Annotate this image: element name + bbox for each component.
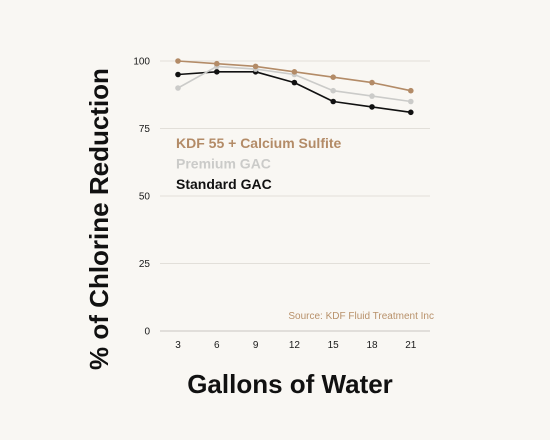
- series-points: [175, 58, 414, 116]
- y-axis-ticks: 0 25 50 75 100: [133, 57, 150, 338]
- x-tick-label: 21: [405, 340, 417, 351]
- x-tick-label: 12: [289, 340, 301, 351]
- data-point: [369, 79, 375, 86]
- y-axis-title: % of Chlorine Reduction: [84, 68, 114, 370]
- source-annotation: Source: KDF Fluid Treatment Inc: [288, 311, 434, 322]
- y-tick-label: 0: [144, 327, 150, 338]
- legend-entry: KDF 55 + Calcium Sulfite: [176, 135, 342, 151]
- y-tick-label: 75: [139, 124, 151, 135]
- y-tick-label: 100: [133, 57, 150, 68]
- legend: KDF 55 + Calcium Sulfite Premium GAC Stand…: [176, 135, 342, 192]
- data-point: [369, 93, 375, 99]
- data-point: [252, 63, 259, 70]
- legend-entry: Standard GAC: [176, 176, 272, 192]
- x-axis-ticks: 3 6 9 12 15 18 21: [175, 340, 417, 351]
- series-line: [177, 71, 411, 114]
- x-tick-label: 3: [175, 340, 181, 351]
- data-point: [330, 74, 337, 80]
- x-axis-title: Gallons of Water: [187, 369, 393, 399]
- data-point: [408, 109, 414, 116]
- y-tick-label: 25: [139, 259, 151, 270]
- data-point: [214, 69, 220, 75]
- data-point: [214, 60, 220, 67]
- x-tick-label: 6: [214, 340, 220, 351]
- data-point: [408, 87, 414, 94]
- data-point: [291, 69, 298, 75]
- data-point: [175, 71, 181, 78]
- data-point: [291, 79, 298, 86]
- data-point: [175, 58, 181, 64]
- data-point: [175, 85, 181, 91]
- gridlines: [160, 60, 430, 332]
- series-lines: [177, 60, 411, 114]
- x-tick-label: 9: [253, 340, 259, 351]
- data-point: [330, 87, 337, 94]
- legend-entry: Premium GAC: [176, 156, 271, 172]
- data-point: [408, 98, 414, 105]
- data-point: [369, 104, 375, 110]
- data-point: [330, 98, 337, 105]
- x-tick-label: 15: [328, 340, 340, 351]
- x-tick-label: 18: [366, 340, 378, 351]
- y-tick-label: 50: [139, 192, 151, 203]
